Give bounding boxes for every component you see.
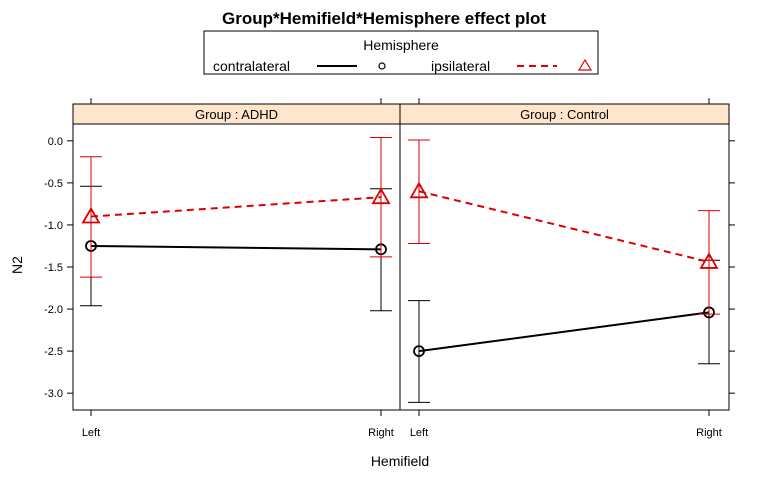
x-tick-label: Left: [410, 427, 428, 439]
panel-frame: [72, 123, 401, 411]
y-tick-label: -0.5: [44, 178, 63, 190]
series-line-ipsilateral: [90, 196, 382, 218]
legend-label-ipsilateral: ipsilateral: [431, 58, 490, 74]
legend-title: Hemisphere: [363, 37, 439, 53]
point-ipsilateral: [371, 187, 391, 205]
x-tick-label: Left: [82, 427, 100, 439]
panels: Group : ADHD Left Right Group : Control Left…: [44, 98, 735, 439]
y-tick-label: -1.5: [44, 262, 63, 274]
point-ipsilateral: [409, 181, 429, 199]
y-tick-label: 0.0: [48, 136, 63, 148]
legend: Hemisphere contralateral ipsilateral: [203, 30, 599, 75]
series-line-contralateral: [418, 311, 710, 353]
point-contralateral: [413, 345, 425, 358]
y-tick-label: -2.5: [44, 346, 63, 358]
y-axis-label: N2: [9, 256, 25, 274]
y-tick-label: -2.0: [44, 304, 63, 316]
x-tick-label: Right: [368, 427, 394, 439]
y-tick-label: -1.0: [44, 220, 63, 232]
legend-marker-ipsilateral: [577, 58, 593, 71]
point-ipsilateral: [699, 252, 719, 269]
series-line-contralateral: [90, 244, 382, 251]
panel-frame: [399, 123, 730, 411]
legend-label-contralateral: contralateral: [213, 58, 290, 74]
chart-title: Group*Hemifield*Hemisphere effect plot: [222, 9, 546, 28]
y-tick-label: -3.0: [44, 388, 63, 400]
x-tick-label: Right: [696, 427, 722, 439]
series-line-ipsilateral: [418, 190, 710, 263]
legend-marker-contralateral: [378, 62, 386, 70]
panel-strip-label: Group : ADHD: [195, 107, 278, 122]
panel-0: Group : ADHD Left Right: [72, 98, 401, 439]
panel-1: Group : Control Left Right: [399, 98, 730, 439]
x-axis-label: Hemifield: [371, 453, 429, 469]
panel-strip-label: Group : Control: [520, 107, 609, 122]
point-ipsilateral: [81, 206, 101, 224]
